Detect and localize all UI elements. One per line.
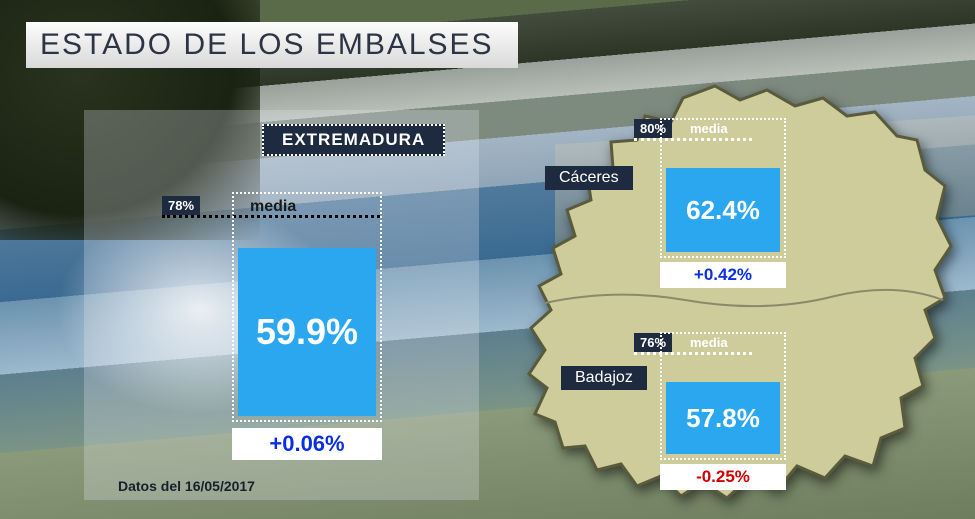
gauge-fill-extremadura: 59.9%	[238, 248, 376, 416]
gauge-fill-badajoz: 57.8%	[666, 382, 780, 454]
region-header-extremadura: EXTREMADURA	[262, 124, 445, 156]
date-label: Datos del 16/05/2017	[118, 478, 255, 494]
province-label-caceres: Cáceres	[545, 166, 633, 190]
gauge-fill-caceres: 62.4%	[666, 168, 780, 252]
media-value-extremadura: 78%	[162, 196, 200, 215]
gauge-badajoz: 57.8%	[660, 332, 786, 460]
page-title: ESTADO DE LOS EMBALSES	[26, 22, 518, 68]
gauge-caceres: 62.4%	[660, 118, 786, 258]
province-label-badajoz: Badajoz	[561, 366, 647, 390]
change-extremadura: +0.06%	[232, 428, 382, 460]
gauge-extremadura: 59.9%	[232, 192, 382, 422]
change-badajoz: -0.25%	[660, 464, 786, 490]
change-caceres: +0.42%	[660, 262, 786, 288]
